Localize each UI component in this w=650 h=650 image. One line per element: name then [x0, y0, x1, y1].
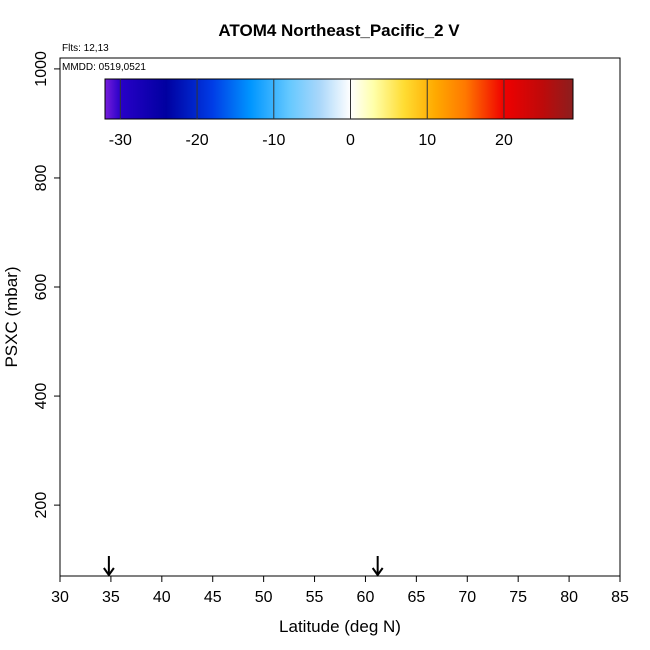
plot-frame	[59, 57, 621, 577]
colorbar: -30 -20 -10 0 10 20	[104, 78, 574, 149]
observation-point	[567, 282, 576, 292]
x-axis: 30 35 40 45 50 55 60 65 70 75 80 85	[51, 576, 629, 606]
x-tick-label: 70	[458, 589, 476, 606]
observation-point	[514, 294, 523, 304]
observation-point	[343, 303, 352, 312]
observation-point	[188, 66, 197, 76]
observation-point	[526, 445, 535, 454]
observation-point	[583, 457, 592, 466]
y-tick-label: 600	[33, 274, 50, 301]
observation-point	[320, 322, 329, 331]
observation-point	[196, 311, 205, 320]
y-tick-label: 400	[33, 383, 50, 410]
x-tick-label: 50	[255, 589, 273, 606]
flights-note: Flts: 12,13	[62, 43, 109, 54]
chart-title: ATOM4 Northeast_Pacific_2 V	[218, 21, 460, 40]
date-note: MMDD: 0519,0521	[62, 62, 146, 73]
x-tick-label: 60	[357, 589, 375, 606]
observation-point	[363, 409, 372, 418]
x-tick-label: 40	[153, 589, 171, 606]
x-tick-label: 85	[611, 589, 629, 606]
marker-arrows	[103, 556, 384, 577]
observation-point	[152, 502, 161, 511]
x-tick-label: 75	[509, 589, 527, 606]
y-tick-label: 200	[33, 492, 50, 519]
x-tick-label: 55	[306, 589, 324, 606]
x-tick-label: 80	[560, 589, 578, 606]
x-axis-label: Latitude (deg N)	[279, 617, 401, 636]
observation-point	[303, 453, 312, 462]
colorbar-tick-label: -30	[109, 132, 132, 149]
observation-point	[125, 153, 134, 162]
observation-point	[456, 490, 465, 499]
observation-point	[176, 71, 185, 80]
y-axis-label: PSXC (mbar)	[2, 266, 21, 367]
observation-point	[355, 453, 364, 462]
observation-point	[135, 358, 144, 367]
x-tick-label: 35	[102, 589, 120, 606]
marker-arrow-2	[371, 556, 384, 577]
colorbar-tick-label: -20	[186, 132, 209, 149]
x-tick-label: 45	[204, 589, 222, 606]
observation-point	[430, 506, 439, 515]
observation-point	[169, 370, 179, 379]
colorbar-tick-label: 20	[495, 132, 513, 149]
observation-point	[542, 315, 551, 324]
observation-point	[218, 467, 228, 476]
observation-points	[104, 64, 592, 515]
colorbar-tick-label: 0	[346, 132, 355, 149]
observation-point	[501, 64, 511, 74]
observation-point	[488, 348, 497, 357]
colorbar-bar	[104, 78, 574, 120]
observation-point	[169, 467, 179, 476]
observation-point	[404, 506, 413, 515]
marker-arrow-1	[103, 556, 115, 577]
observation-point	[176, 317, 185, 327]
y-tick-label: 1000	[33, 51, 50, 87]
x-tick-label: 65	[407, 589, 425, 606]
observation-point	[239, 327, 248, 336]
observation-point	[269, 312, 278, 322]
colorbar-tick-label: -10	[262, 132, 285, 149]
observation-point	[284, 467, 294, 476]
observation-point	[556, 64, 566, 74]
colorbar-tick-label: 10	[418, 132, 436, 149]
y-axis: 200 400 600 800 1000	[33, 51, 60, 518]
y-tick-label: 800	[33, 165, 50, 192]
x-tick-label: 30	[51, 589, 69, 606]
